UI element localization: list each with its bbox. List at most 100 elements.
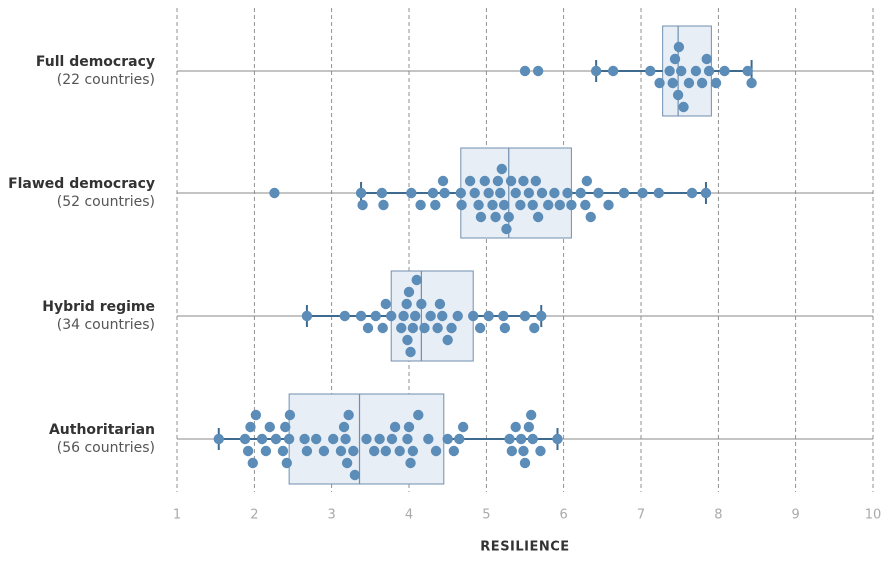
country-dot (245, 421, 256, 433)
country-dot (543, 199, 554, 211)
country-dot (456, 199, 467, 211)
country-dot (515, 199, 526, 211)
country-dot (487, 199, 498, 211)
country-dot (495, 187, 506, 199)
country-dot (504, 433, 515, 445)
country-dot (672, 89, 684, 101)
country-dot (380, 445, 391, 457)
country-dot (405, 457, 416, 469)
country-dot (355, 310, 367, 322)
country-dot (425, 310, 436, 322)
country-dot (499, 322, 511, 334)
country-dot (519, 310, 531, 322)
country-dot (581, 175, 593, 187)
country-dot (260, 445, 272, 457)
country-dot (343, 409, 354, 421)
country-dot (654, 77, 665, 89)
country-dot (618, 187, 630, 199)
country-dot (430, 445, 442, 457)
country-dot (503, 211, 514, 223)
country-dot (554, 199, 565, 211)
country-dot (374, 433, 385, 445)
country-dot (645, 65, 656, 77)
country-dot (389, 421, 401, 433)
country-dot (396, 322, 407, 334)
country-dot (370, 310, 381, 322)
country-dot (532, 211, 544, 223)
country-dot (492, 175, 504, 187)
x-tick-label: 3 (328, 508, 336, 523)
country-dot (355, 187, 367, 199)
country-dot (416, 298, 427, 310)
country-dot (270, 433, 282, 445)
country-dot (607, 65, 619, 77)
country-dot (328, 433, 339, 445)
country-dot (519, 65, 531, 77)
country-dot (407, 322, 419, 334)
country-dot (398, 310, 409, 322)
country-dot (301, 445, 313, 457)
country-dot (673, 41, 685, 53)
country-dot (250, 409, 262, 421)
country-dot (423, 433, 434, 445)
country-dot (405, 346, 416, 358)
country-dot (700, 187, 712, 199)
country-dot (690, 65, 702, 77)
country-dot (474, 322, 486, 334)
country-dot (535, 445, 546, 457)
country-dot (536, 310, 547, 322)
country-dot (437, 310, 448, 322)
country-dot (590, 65, 602, 77)
x-tick-label: 9 (792, 508, 800, 523)
country-dot (686, 187, 698, 199)
country-dot (515, 433, 527, 445)
country-dot (562, 187, 573, 199)
country-dot (501, 223, 512, 235)
category-label: Full democracy (36, 54, 155, 70)
country-dot (518, 445, 529, 457)
country-dot (446, 322, 457, 334)
country-dot (523, 421, 535, 433)
country-dot (549, 187, 560, 199)
country-dot (284, 409, 296, 421)
country-dot (335, 445, 347, 457)
country-dot (213, 433, 224, 445)
country-dot (496, 163, 507, 175)
country-dot (409, 310, 421, 322)
x-tick-label: 1 (173, 508, 181, 523)
country-dot (483, 187, 494, 199)
country-dot (667, 77, 678, 89)
country-dot (277, 445, 289, 457)
country-dot (505, 175, 517, 187)
country-dot (506, 445, 518, 457)
country-dot (386, 433, 398, 445)
country-dot (490, 211, 501, 223)
country-dot (430, 199, 441, 211)
country-dot (719, 65, 730, 77)
country-dot (454, 433, 465, 445)
country-dot (536, 187, 548, 199)
country-dot (357, 199, 368, 211)
country-dot (403, 286, 415, 298)
country-dot (742, 65, 753, 77)
country-dot (575, 187, 586, 199)
x-tick-label: 2 (250, 508, 258, 523)
country-dot (664, 65, 675, 77)
country-dot (683, 77, 695, 89)
country-dot (473, 199, 484, 211)
country-dot (669, 53, 681, 65)
country-dot (341, 457, 353, 469)
x-tick-label: 8 (714, 508, 722, 523)
country-dot (242, 445, 254, 457)
country-dot (527, 199, 538, 211)
x-tick-label: 4 (405, 508, 413, 523)
country-dot (415, 199, 426, 211)
country-dot (498, 310, 509, 322)
country-dot (746, 77, 757, 89)
country-dot (349, 469, 361, 481)
category-count: (56 countries) (57, 440, 155, 456)
country-dot (469, 187, 480, 199)
country-dot (256, 433, 268, 445)
country-dot (427, 187, 439, 199)
